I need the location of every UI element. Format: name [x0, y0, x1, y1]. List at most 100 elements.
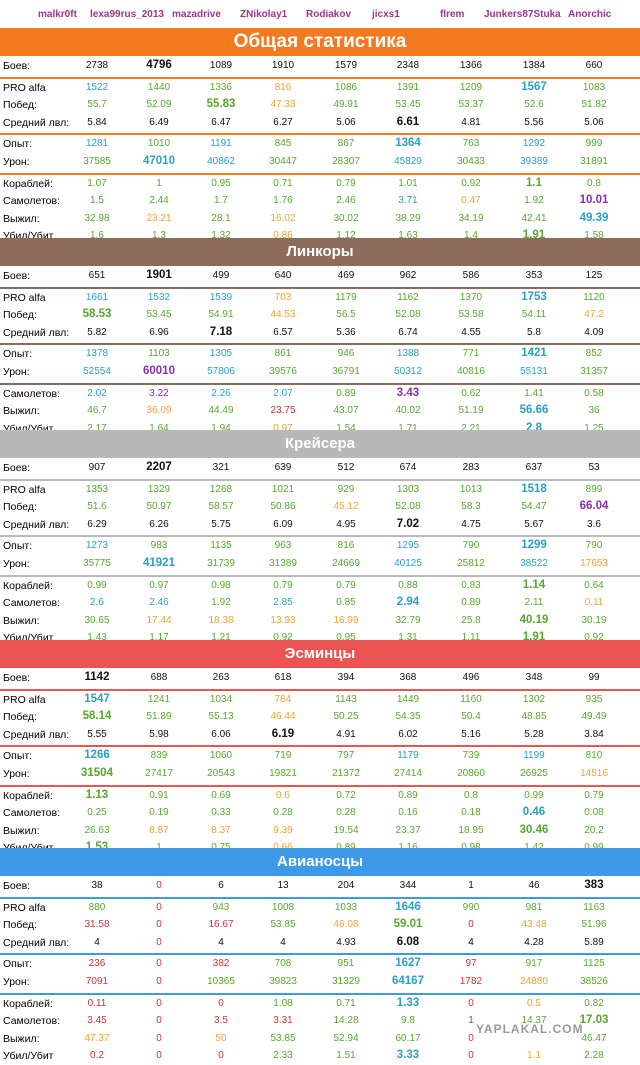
stat-value: 1162	[397, 291, 419, 303]
stat-value: 0.95	[336, 632, 356, 644]
stat-value: 1.41	[524, 387, 544, 399]
stat-value: 30.19	[581, 614, 607, 626]
stat-row: Опыт: 1378 1103 1305 861 946 1388 771 1421 852	[0, 346, 640, 363]
stat-row: Выжил: 26.63 8.87 8.37 9.39 19.54 23.37 18.95 30…	[0, 823, 640, 840]
group-divider	[0, 76, 640, 79]
stat-value: 42.41	[521, 212, 547, 224]
stat-value: 0.99	[566, 842, 622, 853]
stat-row: PRO alfa 1522 1440 1336 816 1086 1391 1209 1567 1…	[0, 80, 640, 97]
stat-value: 17.44	[146, 614, 172, 626]
stat-label: Опыт:	[3, 958, 33, 971]
stat-row: Боев: 907 2207 321 639 512 674 283 637 53	[0, 460, 640, 477]
stat-value: 1160	[460, 693, 482, 705]
stat-value: 5.55	[87, 728, 107, 740]
stat-label: Опыт:	[3, 540, 33, 553]
stat-value: 1142	[84, 671, 110, 683]
stat-value: 1627	[395, 957, 421, 970]
stat-label: Кораблей:	[3, 579, 53, 592]
stat-value: 0.79	[273, 579, 293, 591]
stat-value: 0.88	[398, 579, 418, 591]
stat-value: 0.85	[336, 597, 356, 609]
stat-value: 40125	[394, 558, 422, 569]
stat-value: 1163	[583, 901, 605, 913]
stat-row: Боев: 38 0 6 13 204 344 1 46 383	[0, 878, 640, 895]
stat-value: 4	[468, 936, 474, 948]
stat-value: 1303	[396, 483, 420, 495]
stat-value: 44.53	[270, 309, 296, 321]
stat-value: 0	[156, 936, 162, 948]
stat-row: Кораблей: 1.13 0.91 0.69 0.6 0.72 0.89 0.8 0.99 0…	[0, 788, 640, 805]
stat-value: 0.47	[461, 195, 481, 207]
stat-value: 951	[337, 958, 355, 970]
stat-value: 283	[462, 462, 480, 473]
stat-value: 0.2	[90, 1050, 104, 1062]
stat-value: 52554	[83, 366, 111, 377]
stat-value: 0	[218, 997, 224, 1009]
stat-value: 39389	[520, 156, 548, 167]
stat-value: 53.85	[270, 919, 296, 931]
stat-value: 4.95	[336, 518, 356, 530]
stat-value: 0.79	[336, 177, 356, 189]
stat-value: 45829	[394, 156, 422, 167]
stat-value: 36.09	[146, 405, 172, 417]
stat-value: 1.01	[398, 177, 418, 189]
stat-value: 1364	[395, 137, 421, 150]
stat-value: 1.25	[584, 422, 604, 434]
stat-value: 1.1	[527, 1050, 541, 1062]
stat-value: 52.09	[146, 99, 172, 111]
stat-value: 46.47	[581, 1032, 607, 1044]
stat-value: 1008	[271, 901, 295, 913]
stat-value: 5.16	[461, 728, 481, 740]
stat-value: 4	[218, 936, 224, 948]
stat-value: 2.07	[273, 387, 293, 399]
stat-value: 6.26	[149, 518, 169, 530]
stat-row: Кораблей: 0.11 0 0 1.08 0.71 1.33 0 0.5 0.82	[0, 996, 640, 1013]
stat-label: Средний лвл:	[3, 518, 70, 531]
stat-label: PRO alfa	[3, 483, 46, 496]
stat-value: 0.8	[464, 789, 478, 801]
stat-value: 38.29	[395, 212, 421, 224]
stat-value: 10365	[207, 976, 235, 987]
stat-label: Средний лвл:	[3, 936, 70, 949]
stat-value: 14.37	[521, 1015, 547, 1027]
stat-value: 0.97	[149, 579, 169, 591]
stat-value: 0.11	[87, 997, 107, 1009]
stat-row: Самолетов: 1.5 2.44 1.7 1.76 2.46 3.71 0.47 1.92…	[0, 193, 640, 210]
stat-row: Средний лвл: 5.82 6.96 7.18 6.57 5.36 6.74 4.55…	[0, 325, 640, 342]
stat-value: 2.17	[87, 422, 107, 434]
stat-value: 17.03	[579, 1014, 609, 1027]
stat-value: 53.85	[270, 1032, 296, 1044]
stat-value: 6.29	[87, 518, 107, 530]
stat-value: 1143	[335, 693, 357, 705]
stat-value: 0.89	[336, 387, 356, 399]
stat-value: 0.89	[318, 842, 374, 853]
stat-value: 3.84	[584, 728, 604, 740]
stat-label: Боев:	[3, 672, 31, 684]
player-name: Junkers87Stuka	[484, 9, 561, 20]
stat-value: 639	[274, 462, 292, 473]
stat-value: 0.91	[149, 789, 169, 801]
stat-value: 25.8	[461, 614, 481, 626]
stat-value: 56.5	[336, 309, 356, 321]
stat-value: 0.97	[273, 422, 293, 434]
stat-value: 499	[212, 270, 230, 281]
stat-value: 50.97	[146, 501, 172, 513]
stat-value: 27417	[145, 768, 173, 779]
stat-value: 24669	[332, 558, 360, 569]
stat-value: 4.91	[336, 728, 356, 740]
stat-value: 53.45	[395, 99, 421, 111]
stat-value: 0.82	[584, 997, 604, 1009]
stat-value: 674	[399, 462, 417, 473]
stat-value: 57806	[207, 366, 235, 377]
stat-row: Самолетов: 2.6 2.46 1.92 2.85 0.85 2.94 0.89 2.1…	[0, 595, 640, 612]
stat-label: Урон:	[3, 156, 30, 168]
stat-value: 55.83	[206, 98, 236, 111]
stat-value: 852	[585, 348, 603, 360]
stat-value: 1539	[209, 291, 233, 303]
stat-value: 40862	[207, 156, 235, 167]
section-title: Крейсера	[0, 430, 640, 458]
stat-value: 6.57	[273, 326, 293, 338]
stat-value: 1.7	[214, 195, 228, 207]
stat-value: 4.55	[461, 326, 481, 338]
group-divider	[0, 896, 640, 899]
